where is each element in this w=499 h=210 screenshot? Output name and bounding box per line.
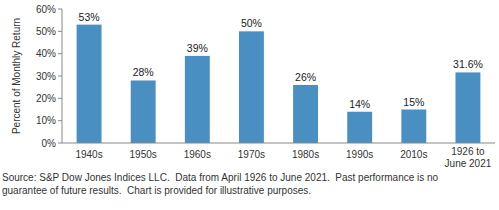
x-tick-label: 1940s bbox=[75, 149, 102, 160]
bar bbox=[347, 112, 372, 143]
y-tick-label: 50% bbox=[36, 26, 56, 37]
x-tick-label-line: 1970s bbox=[238, 149, 265, 160]
x-tick-label-line: June 2021 bbox=[445, 158, 492, 169]
data-label: 31.6% bbox=[453, 58, 483, 70]
x-tick-label: 1950s bbox=[130, 149, 157, 160]
x-tick-label-line: 1926 to bbox=[451, 146, 485, 157]
data-label: 53% bbox=[79, 11, 100, 23]
y-tick-label: 60% bbox=[36, 4, 56, 15]
x-tick-label: 1970s bbox=[238, 149, 265, 160]
bars bbox=[77, 25, 481, 143]
y-tick bbox=[58, 31, 62, 32]
x-tick-label: 1926 toJune 2021 bbox=[445, 146, 492, 169]
bar bbox=[293, 85, 318, 143]
y-tick-label: 20% bbox=[36, 93, 56, 104]
x-tick-label: 1960s bbox=[184, 149, 211, 160]
y-tick bbox=[58, 9, 62, 10]
y-tick-label: 40% bbox=[36, 48, 56, 59]
x-tick-label-line: 1940s bbox=[75, 149, 102, 160]
x-axis bbox=[62, 143, 495, 144]
x-tick-label-line: 2010s bbox=[400, 149, 427, 160]
x-tick-label-line: 1950s bbox=[130, 149, 157, 160]
y-tick bbox=[58, 143, 62, 144]
data-label: 28% bbox=[133, 66, 154, 78]
y-tick bbox=[58, 76, 62, 77]
data-label: 15% bbox=[403, 96, 424, 108]
y-axis-label: Percent of Monthly Return bbox=[11, 18, 22, 134]
x-tick-label: 1990s bbox=[346, 149, 373, 160]
x-tick-label-line: 1980s bbox=[292, 149, 319, 160]
y-tick-label: 0% bbox=[42, 138, 57, 149]
source-note: guarantee of future results. Chart is pr… bbox=[2, 185, 311, 196]
data-label: 50% bbox=[241, 17, 262, 29]
data-label: 26% bbox=[295, 71, 316, 83]
x-tick-label-line: 1990s bbox=[346, 149, 373, 160]
bar bbox=[77, 25, 102, 143]
source-note: Source: S&P Dow Jones Indices LLC. Data … bbox=[2, 172, 439, 183]
bar bbox=[455, 72, 480, 143]
bar bbox=[185, 56, 210, 143]
bar bbox=[401, 110, 426, 144]
bar bbox=[239, 31, 264, 143]
x-tick-label: 2010s bbox=[400, 149, 427, 160]
chart: 0% 10% 20% 30% 40% 50% 60% Percent of Monthly R… bbox=[0, 0, 499, 210]
bar bbox=[131, 80, 156, 143]
x-tick-label: 1980s bbox=[292, 149, 319, 160]
y-tick bbox=[58, 120, 62, 121]
y-tick-label: 10% bbox=[36, 115, 56, 126]
data-label: 39% bbox=[187, 42, 208, 54]
y-tick bbox=[58, 98, 62, 99]
y-tick-label: 30% bbox=[36, 71, 56, 82]
y-tick bbox=[58, 53, 62, 54]
data-label: 14% bbox=[349, 98, 370, 110]
x-tick-label-line: 1960s bbox=[184, 149, 211, 160]
